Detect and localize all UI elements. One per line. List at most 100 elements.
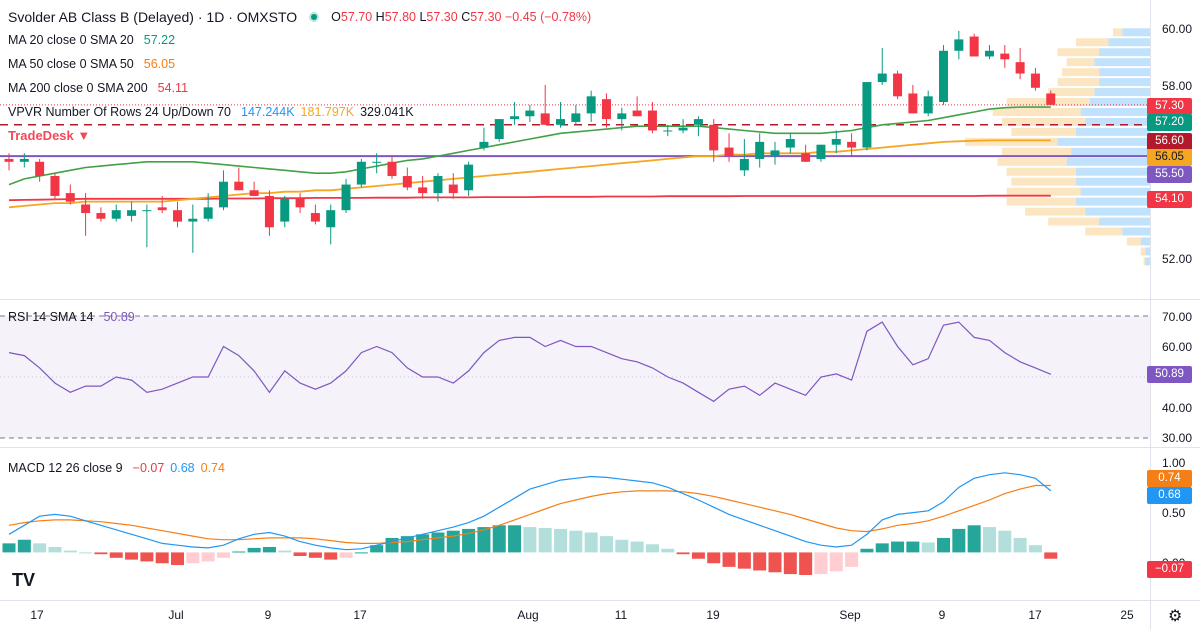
macd-histogram-bar [615, 539, 629, 553]
macd-histogram-bar [829, 552, 843, 572]
candle-body [831, 139, 841, 145]
candle-body [556, 119, 566, 125]
volume-profile-up-bar [1076, 177, 1150, 186]
candle-body [770, 150, 780, 157]
symbol-legend[interactable]: Svolder AB Class B (Delayed) · 1D · OMXS… [8, 9, 591, 25]
candle-body [479, 141, 489, 148]
macd-histogram-bar [216, 552, 230, 558]
candle-body [525, 110, 535, 117]
candle-body [418, 187, 428, 194]
macd-histogram-bar [599, 536, 613, 553]
candle-body [4, 158, 14, 162]
ma20-badge: 57.20 [1147, 114, 1192, 131]
ma50-badge: 56.05 [1147, 149, 1192, 166]
candle-body [724, 147, 734, 157]
rsi-pane [0, 315, 1150, 439]
x-tick: 9 [938, 608, 946, 622]
candle-body [893, 73, 903, 97]
macd-histogram-bar [109, 552, 123, 558]
volume-profile-down-bar [965, 137, 1058, 146]
macd-histogram-bar [125, 552, 139, 560]
candle-body [571, 113, 581, 122]
macd-histogram-bar [783, 552, 797, 575]
macd-histogram-bar [462, 528, 476, 553]
volume-profile-down-bar [1062, 68, 1100, 77]
macd-histogram-bar [1013, 537, 1027, 553]
macd-histogram-bar [431, 532, 445, 553]
macd-histogram-bar [967, 525, 981, 553]
candle-body [111, 210, 121, 219]
volume-profile-down-bar [1006, 167, 1076, 176]
rsi-tick: 40.00 [1162, 401, 1193, 415]
macd-histogram-bar [722, 552, 736, 567]
candle-body [801, 153, 811, 162]
macd-histogram-bar [875, 543, 889, 553]
candle-body [540, 113, 550, 125]
candle-body [356, 161, 366, 185]
candle-body [510, 116, 520, 120]
volume-profile-down-bar [997, 157, 1067, 166]
candle-body [617, 113, 627, 120]
macd-histogram-bar [753, 552, 767, 571]
macd-legend[interactable]: MACD 12 26 close 9 −0.07 0.68 0.74 [8, 461, 225, 475]
price-tick: 60.00 [1162, 22, 1193, 36]
settings-gear-icon[interactable]: ⚙ [1168, 608, 1183, 625]
price-change: −0.45 (−0.78%) [504, 10, 592, 24]
macd-histogram-bar [845, 552, 859, 567]
candle-body [663, 130, 673, 132]
ma20-legend[interactable]: MA 20 close 0 SMA 20 57.22 [8, 33, 176, 47]
candle-body [755, 141, 765, 159]
candle-body [785, 139, 795, 148]
moving-averages [8, 106, 1051, 209]
macd-histogram-bar [247, 547, 261, 553]
candle-body [847, 141, 857, 148]
volume-profile-down-bar [1066, 58, 1095, 67]
x-tick: 11 [614, 608, 628, 622]
candle-body [295, 198, 305, 208]
candle-body [264, 195, 274, 228]
candle-body [678, 127, 688, 131]
rsi-legend[interactable]: RSI 14 SMA 14 50.89 [8, 310, 135, 324]
macd-histogram-bar [937, 537, 951, 553]
vpvr-legend[interactable]: VPVR Number Of Rows 24 Up/Down 70 147.24… [8, 105, 414, 119]
macd-hist-badge: −0.07 [1147, 561, 1192, 578]
candle-body [632, 110, 642, 117]
macd-tick: 1.00 [1162, 456, 1186, 470]
candle-body [96, 213, 106, 219]
volume-profile-down-bar [1126, 237, 1141, 246]
ma200-badge: 54.10 [1147, 191, 1192, 208]
x-tick: Aug [517, 608, 539, 622]
macd-histogram-bar [232, 551, 246, 553]
macd-histogram-bar [538, 527, 552, 553]
volume-profile-up-bar [1085, 117, 1150, 126]
tradingview-logo[interactable]: TV [12, 570, 36, 590]
macd-histogram-bar [33, 543, 47, 553]
candles [4, 30, 1056, 253]
macd-histogram-bar [324, 552, 338, 560]
candle-body [448, 184, 458, 194]
volume-profile-up-bar [1076, 197, 1150, 206]
volume-profile-up-bar [1099, 48, 1150, 57]
ma200-legend[interactable]: MA 200 close 0 SMA 200 54.11 [8, 81, 189, 95]
volume-profile-up-bar [1076, 127, 1150, 136]
volume-profile-down-bar [1011, 127, 1076, 136]
volume-profile-down-bar [1006, 187, 1081, 196]
rsi-tick: 70.00 [1162, 310, 1193, 324]
x-tick: 17 [353, 608, 367, 622]
candle-body [816, 144, 826, 159]
market-status-icon [309, 12, 320, 22]
price-tick: 52.00 [1162, 252, 1193, 266]
ma50-legend[interactable]: MA 50 close 0 SMA 50 56.05 [8, 57, 176, 71]
volume-profile-down-bar [1057, 48, 1100, 57]
volume-profile-up-bar [1108, 38, 1150, 47]
symbol-title: Svolder AB Class B (Delayed) · 1D · OMXS… [8, 9, 298, 25]
macd-histogram-bar [630, 541, 644, 553]
x-tick: 9 [264, 608, 272, 622]
price-levels [0, 104, 1150, 158]
candle-body [939, 50, 949, 103]
x-tick: 17 [30, 608, 44, 622]
candle-body [1046, 93, 1056, 105]
macd-histogram-bar [569, 530, 583, 553]
volume-profile-down-bar [1085, 227, 1123, 236]
